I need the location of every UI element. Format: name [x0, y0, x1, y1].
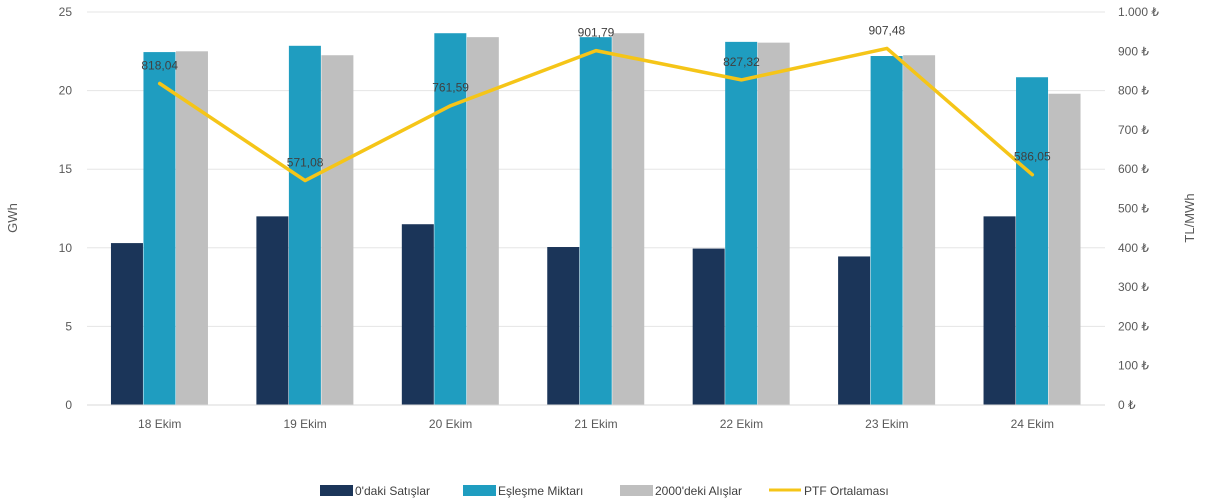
legend-label-ptf: PTF Ortalaması — [804, 484, 889, 498]
y-right-tick-label: 300 ₺ — [1118, 280, 1149, 294]
bar — [838, 256, 871, 405]
bar — [321, 55, 354, 405]
bar — [110, 243, 143, 405]
x-tick-label: 21 Ekim — [574, 417, 617, 431]
y-left-tick-label: 10 — [59, 241, 73, 255]
bar — [288, 45, 321, 405]
x-tick-label: 23 Ekim — [865, 417, 908, 431]
legend-label-satislar: 0'daki Satışlar — [355, 484, 430, 498]
x-tick-label: 24 Ekim — [1011, 417, 1054, 431]
bar — [1048, 93, 1081, 405]
x-tick-label: 19 Ekim — [283, 417, 326, 431]
bar — [143, 52, 176, 405]
bar — [547, 247, 580, 405]
ptf-data-label: 818,04 — [141, 59, 178, 73]
bar — [256, 216, 289, 405]
x-tick-label: 18 Ekim — [138, 417, 181, 431]
y-right-tick-label: 400 ₺ — [1118, 241, 1149, 255]
y-right-tick-label: 500 ₺ — [1118, 202, 1149, 216]
left-axis-ticks: 0 5 10 15 20 25 — [59, 5, 73, 412]
legend-swatch-eslesme — [463, 485, 496, 496]
legend-swatch-alislar — [620, 485, 653, 496]
x-tick-label: 22 Ekim — [720, 417, 763, 431]
bar — [725, 41, 758, 405]
y-right-tick-label: 800 ₺ — [1118, 84, 1149, 98]
ptf-data-label: 761,59 — [432, 81, 469, 95]
bar — [579, 37, 612, 405]
y-right-tick-label: 200 ₺ — [1118, 319, 1149, 333]
x-tick-label: 20 Ekim — [429, 417, 472, 431]
y-right-axis-title: TL/MWh — [1182, 193, 1197, 242]
y-right-tick-label: 700 ₺ — [1118, 123, 1149, 137]
y-right-tick-label: 0 ₺ — [1118, 398, 1136, 412]
y-left-tick-label: 0 — [65, 398, 72, 412]
bar — [983, 216, 1016, 405]
bar — [612, 33, 645, 406]
bar — [757, 42, 790, 406]
legend-swatch-satislar — [320, 485, 353, 496]
ptf-data-label: 586,05 — [1014, 150, 1051, 164]
ptf-data-label: 907,48 — [869, 23, 906, 37]
y-left-tick-label: 20 — [59, 84, 73, 98]
legend: 0'daki Satışlar Eşleşme Miktarı 2000'dek… — [320, 484, 889, 498]
ptf-data-label: 901,79 — [578, 26, 615, 40]
bar — [870, 56, 903, 406]
bar — [903, 55, 936, 405]
ptf-line — [157, 46, 1035, 183]
y-left-tick-label: 15 — [59, 162, 73, 176]
y-right-tick-label: 1.000 ₺ — [1118, 5, 1159, 19]
bar — [401, 224, 434, 405]
bar — [692, 248, 725, 405]
y-left-tick-label: 5 — [65, 319, 72, 333]
y-right-tick-label: 100 ₺ — [1118, 359, 1149, 373]
legend-label-eslesme: Eşleşme Miktarı — [498, 484, 583, 498]
ptf-series-line — [157, 46, 1035, 183]
y-left-tick-label: 25 — [59, 5, 73, 19]
y-right-tick-label: 600 ₺ — [1118, 162, 1149, 176]
ptf-data-label: 571,08 — [287, 156, 324, 170]
bar — [434, 33, 467, 406]
y-left-axis-title: GWh — [5, 203, 20, 233]
bar — [1016, 77, 1049, 405]
ptf-data-label: 827,32 — [723, 55, 760, 69]
legend-label-alislar: 2000'deki Alışlar — [655, 484, 742, 498]
bars — [110, 33, 1081, 406]
y-right-tick-label: 900 ₺ — [1118, 44, 1149, 58]
ptf-data-labels: 818,04 571,08 761,59 901,79 827,32 907,48 586,… — [141, 23, 1051, 169]
right-axis-ticks: 0 ₺ 100 ₺ 200 ₺ 300 ₺ 400 ₺ 500 ₺ 600 ₺ 700 ₺ 80… — [1118, 5, 1159, 412]
x-axis-ticks: 18 Ekim 19 Ekim 20 Ekim 21 Ekim 22 Ekim 23 Ek… — [138, 417, 1054, 431]
